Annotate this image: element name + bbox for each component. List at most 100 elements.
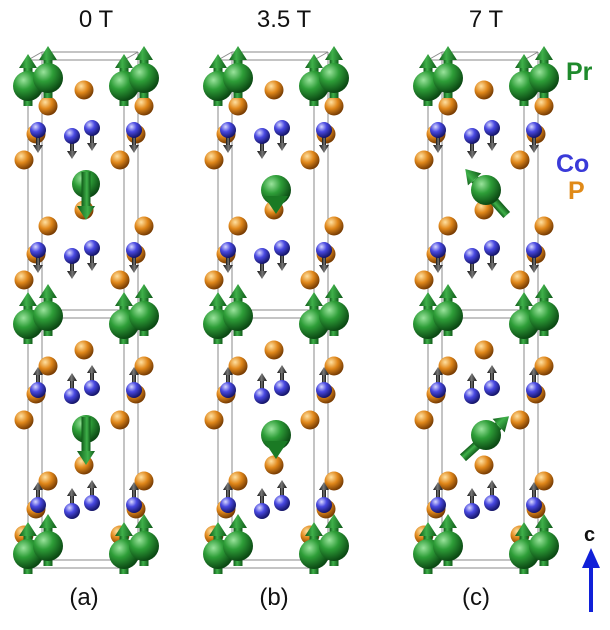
pr-spin-arrow-center (77, 417, 95, 465)
co-atom (220, 382, 236, 398)
co-atom (30, 122, 46, 138)
co-atom (220, 242, 236, 258)
pr-atom (129, 301, 159, 331)
co-atom (484, 240, 500, 256)
p-atom (324, 471, 344, 491)
p-atom (134, 216, 154, 236)
legend-p: P (568, 177, 585, 205)
co-atom (254, 248, 270, 264)
p-atom (74, 80, 94, 100)
pr-atom-center (471, 175, 501, 205)
pr-atom (129, 531, 159, 561)
co-atom (484, 380, 500, 396)
field-label-b: 3.5 T (256, 6, 312, 33)
panel-label-b: (b) (259, 584, 289, 611)
p-atom (324, 216, 344, 236)
pr-atom (529, 531, 559, 561)
panel-b (203, 46, 349, 574)
pr-atom (223, 301, 253, 331)
p-atom (414, 270, 434, 290)
pr-atom (433, 301, 463, 331)
p-atom (228, 356, 248, 376)
co-atom (30, 242, 46, 258)
axis-label-c: c (584, 524, 596, 546)
p-atom (74, 340, 94, 360)
co-atom (220, 497, 236, 513)
p-atom (534, 96, 554, 116)
p-atom (204, 410, 224, 430)
p-atom (14, 270, 34, 290)
c-axis-arrow-head (582, 548, 600, 568)
co-atom (526, 382, 542, 398)
p-atom (438, 471, 458, 491)
co-atom (484, 120, 500, 136)
co-atom (526, 242, 542, 258)
co-atom (30, 497, 46, 513)
p-atom (14, 150, 34, 170)
co-atom (126, 497, 142, 513)
co-atom (274, 240, 290, 256)
co-atom (126, 382, 142, 398)
co-atom (430, 242, 446, 258)
pr-atom (33, 301, 63, 331)
co-atom (126, 242, 142, 258)
co-atom (526, 122, 542, 138)
p-atom (324, 356, 344, 376)
p-atom (38, 216, 58, 236)
co-atom (464, 128, 480, 144)
co-atom (430, 122, 446, 138)
co-atom (84, 380, 100, 396)
c-axis-shaft (589, 566, 593, 612)
p-atom (510, 410, 530, 430)
p-atom (534, 356, 554, 376)
p-atom (300, 410, 320, 430)
co-atom (254, 503, 270, 519)
pr-atom (529, 63, 559, 93)
p-atom (438, 96, 458, 116)
co-atom (64, 388, 80, 404)
panel-c (413, 46, 559, 574)
co-atom (220, 122, 236, 138)
co-atom (274, 120, 290, 136)
co-atom (254, 128, 270, 144)
co-atom (464, 388, 480, 404)
p-atom (14, 410, 34, 430)
field-label-a: 0 T (78, 6, 114, 33)
p-atom (438, 356, 458, 376)
p-atom (38, 96, 58, 116)
co-atom (484, 495, 500, 511)
field-label-c: 7 T (468, 6, 504, 33)
p-atom (134, 96, 154, 116)
co-atom (430, 382, 446, 398)
p-atom (438, 216, 458, 236)
p-atom (264, 455, 284, 475)
legend-co: Co (556, 150, 590, 178)
co-atom (64, 128, 80, 144)
co-atom (316, 122, 332, 138)
pr-atom (319, 531, 349, 561)
panel-a (13, 46, 159, 574)
co-atom (64, 503, 80, 519)
p-atom (134, 356, 154, 376)
p-atom (38, 356, 58, 376)
co-atom (84, 495, 100, 511)
p-atom (300, 270, 320, 290)
co-atom (316, 382, 332, 398)
co-atom (30, 382, 46, 398)
p-atom (474, 455, 494, 475)
legend-pr: Pr (566, 58, 593, 86)
pr-atom (129, 63, 159, 93)
pr-atom (433, 63, 463, 93)
pr-atom (223, 531, 253, 561)
p-atom (474, 80, 494, 100)
pr-atom (223, 63, 253, 93)
pr-atom (319, 301, 349, 331)
co-atom (254, 388, 270, 404)
co-atom (64, 248, 80, 264)
pr-moment-cone (264, 196, 288, 214)
p-atom (510, 150, 530, 170)
co-atom (84, 120, 100, 136)
panel-label-c: (c) (462, 584, 490, 611)
